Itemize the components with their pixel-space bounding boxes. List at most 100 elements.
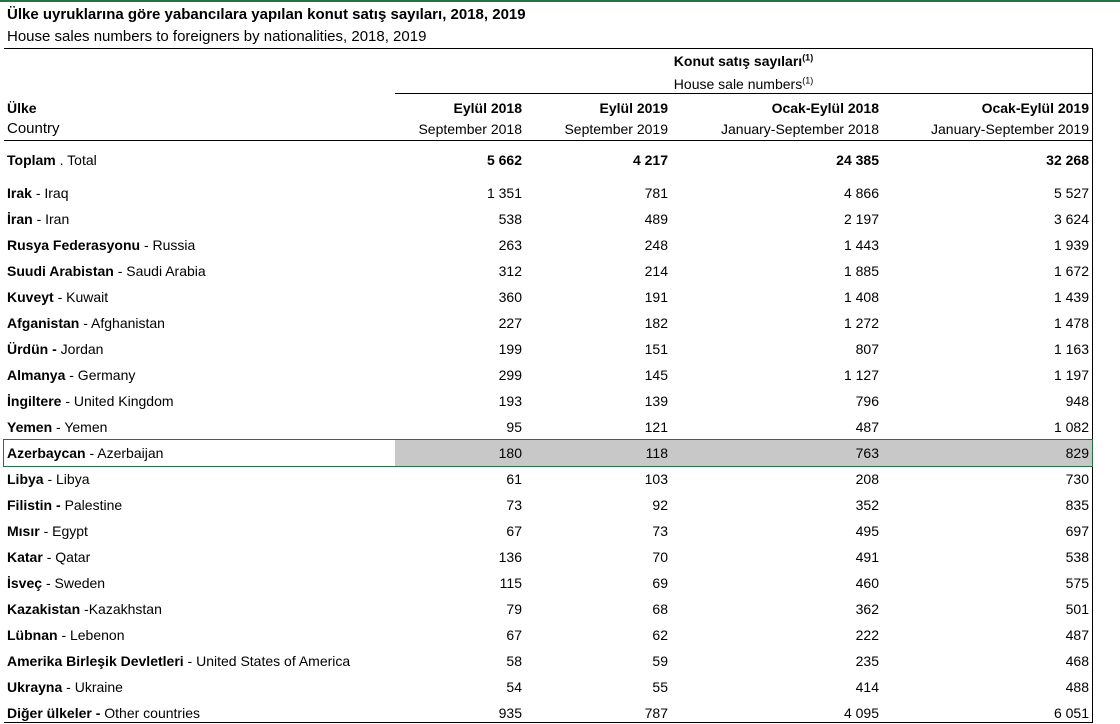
cell: 70 [652,549,668,565]
cell: 1 408 [843,289,879,305]
cell: 4 095 [843,705,879,721]
cell: 935 [498,705,522,721]
country: Almanya - Germany [7,366,135,384]
country-tr: Lübnan [7,627,58,643]
country-tr: Rusya Federasyonu [7,237,141,253]
cell: 1 272 [843,315,879,331]
cell: 4 217 [632,152,668,168]
column-header-en: September 2019 [564,121,668,137]
cell: 468 [1065,653,1089,669]
country-en: Palestine [64,497,123,513]
cell: 199 [498,341,522,357]
cell: 180 [498,445,522,461]
country-en: - Ukraine [66,679,123,695]
cell: 538 [498,211,522,227]
cell: 1 443 [843,237,879,253]
cell: 248 [644,237,668,253]
group-en: House sale numbers [673,76,803,92]
cell: 1 478 [1053,315,1089,331]
cell: 92 [652,497,668,513]
country: Kuveyt - Kuwait [7,288,108,306]
country-en: - Lebenon [61,627,125,643]
cell: 489 [644,211,668,227]
country: Filistin - Palestine [7,496,122,514]
cell: 414 [855,679,879,695]
country-en: - Kuwait [57,289,109,305]
subtitle: House sales numbers to foreigners by nat… [7,28,427,45]
country-tr: Almanya [7,367,66,383]
country-en: -Kazakhstan [84,601,162,617]
cell: 145 [644,367,668,383]
cell: 460 [855,575,879,591]
rule [4,140,1092,141]
cell: 575 [1065,575,1089,591]
cell: 4 866 [843,185,879,201]
cell: 488 [1065,679,1089,695]
cell: 61 [506,471,522,487]
row-highlight [395,440,1092,466]
cell: 73 [506,497,522,513]
country-tr: Ürdün - [7,341,57,357]
country: İngiltere - United Kingdom [7,392,174,410]
country: Katar - Qatar [7,548,90,566]
country-tr: İsveç [7,575,43,591]
cell: 79 [506,601,522,617]
column-header-en: Country [7,120,60,137]
rule [4,48,1092,49]
country-en: - Yemen [56,419,108,435]
cell: 299 [498,367,522,383]
cell: 807 [855,341,879,357]
column-header: Eylül 2018 [453,100,523,116]
cell: 1 885 [843,263,879,279]
cell: 69 [652,575,668,591]
note: (1) [802,52,814,63]
column-header-en: January-September 2018 [721,121,879,137]
country: İran - Iran [7,210,69,228]
cell: 24 385 [836,152,879,168]
country-tr: İngiltere [7,393,62,409]
cell: 360 [498,289,522,305]
cell: 796 [855,393,879,409]
country: Libya - Libya [7,470,90,488]
cell: 68 [652,601,668,617]
country-tr: Libya [7,471,44,487]
country: Diğer ülkeler - Other countries [7,704,200,722]
rule [4,722,1092,723]
cell: 214 [644,263,668,279]
cell: 3 624 [1053,211,1089,227]
cell: 118 [645,445,668,461]
row-selection [3,439,1093,467]
cell: 312 [498,263,522,279]
cell: 352 [855,497,879,513]
country-en: - Sweden [45,575,106,591]
cell: 487 [1065,627,1089,643]
rule [395,93,1092,94]
cell: 1 439 [1053,289,1089,305]
country-tr: Suudi Arabistan [7,263,114,279]
cell: 67 [506,523,522,539]
cell: 501 [1065,601,1089,617]
cell: 62 [652,627,668,643]
group-tr: Konut satış sayıları [673,53,803,69]
country-en: - Saudi Arabia [117,263,206,279]
country: Amerika Birleşik Devletleri - United Sta… [7,652,350,670]
cell: 495 [855,523,879,539]
country-tr: Kazakistan [7,601,81,617]
country-en: - Egypt [43,523,88,539]
cell: 1 672 [1053,263,1089,279]
country-en: Other countries [104,705,200,721]
country-en: - Iran [36,211,70,227]
country-en: . Total [59,152,97,168]
cell: 1 197 [1053,367,1089,383]
cell: 115 [499,575,522,591]
cell: 54 [506,679,522,695]
cell: 59 [652,653,668,669]
cell: 193 [498,393,522,409]
country-en: - Russia [143,237,196,253]
cell: 1 939 [1053,237,1089,253]
cell: 121 [644,419,668,435]
cell: 835 [1065,497,1089,513]
cell: 1 127 [843,367,879,383]
country-en: - Iraq [35,185,69,201]
